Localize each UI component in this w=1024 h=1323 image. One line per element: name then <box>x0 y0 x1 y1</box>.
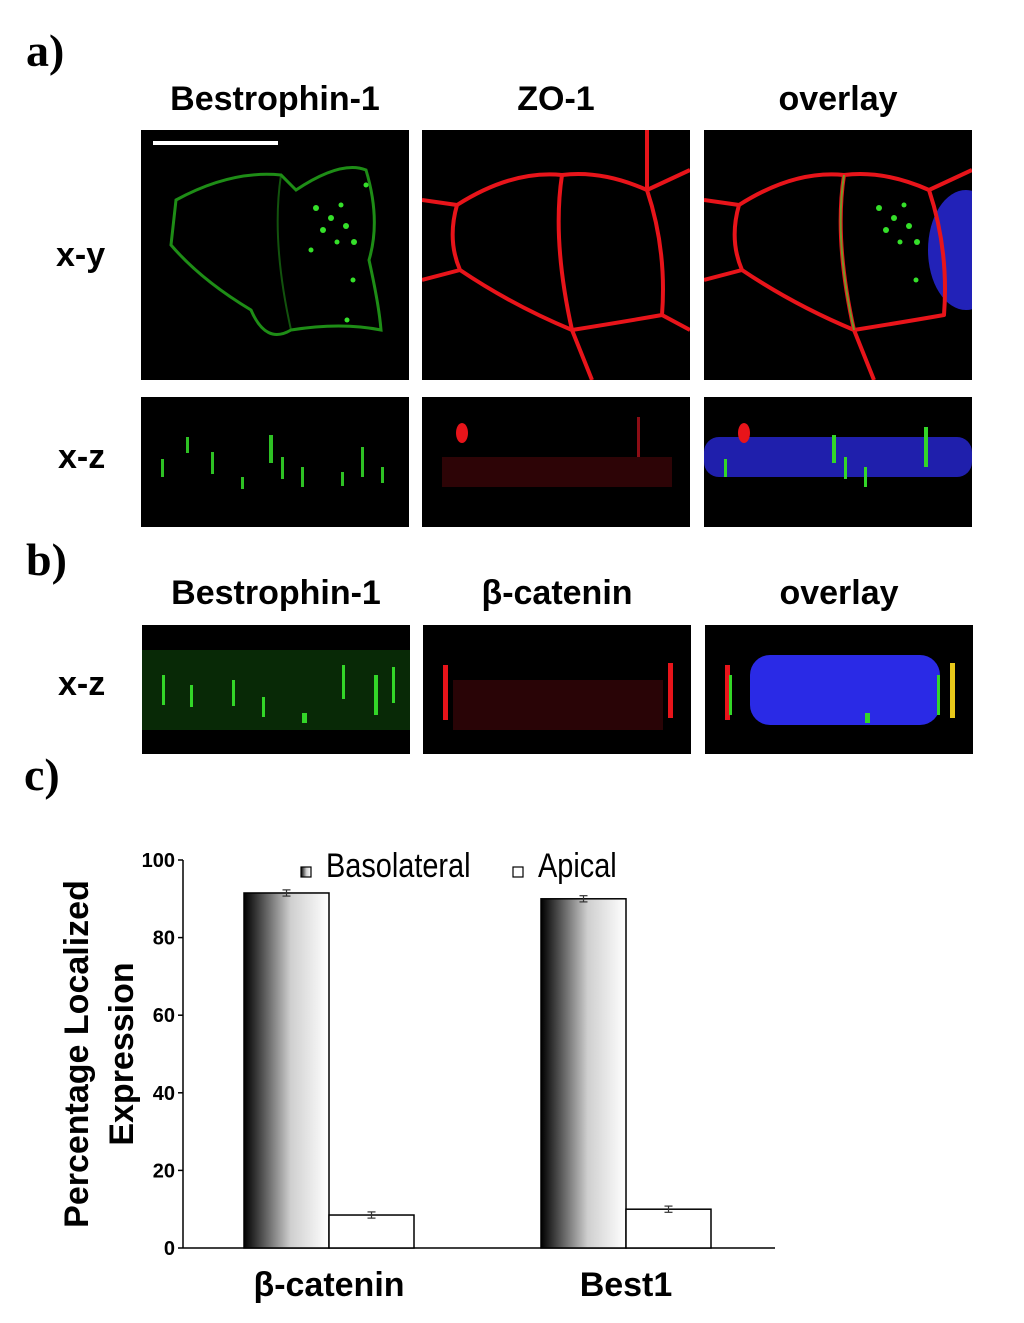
micrograph-a-xz-bestrophin <box>141 397 409 527</box>
micrograph-b-xz-bestrophin <box>142 625 410 754</box>
micrograph-b-xz-beta-catenin <box>423 625 691 754</box>
column-heading-zo1: ZO-1 <box>517 80 595 118</box>
micrograph-a-xz-overlay <box>704 397 972 527</box>
row-label-xy: x-y <box>56 236 106 274</box>
panel-a-label: a) <box>26 25 65 76</box>
x-category-label: Best1 <box>580 1266 673 1304</box>
panel-b-label: b) <box>26 534 67 585</box>
legend-label-apical: Apical <box>538 846 617 885</box>
scale-bar <box>153 141 278 145</box>
y-tick-label: 100 <box>142 850 175 872</box>
legend-swatch-basolateral <box>300 866 312 878</box>
micrograph-a-xz-zo1 <box>422 397 690 527</box>
column-heading-overlay: overlay <box>778 80 898 118</box>
micrograph-a-xy-zo1 <box>422 130 690 380</box>
y-tick-label: 60 <box>153 1005 175 1027</box>
y-tick-label: 20 <box>153 1160 175 1182</box>
bar-chart: 0 20 40 60 80 100 Percentage Localized Expressi… <box>58 846 775 1304</box>
micrograph-b-xz-overlay <box>705 625 973 754</box>
x-category-label: β-catenin <box>253 1266 404 1304</box>
y-tick-label: 80 <box>153 928 175 950</box>
row-label-xz-b: x-z <box>58 665 106 703</box>
bar-apical-1 <box>328 1214 415 1249</box>
bar-basolateral-2 <box>540 898 627 1249</box>
y-axis-label: Percentage Localized <box>58 880 96 1228</box>
panel-c-label: c) <box>24 749 60 800</box>
y-axis-label: Expression <box>103 962 141 1145</box>
column-heading-bestrophin: Bestrophin-1 <box>170 80 380 118</box>
legend-label-basolateral: Basolateral <box>326 846 471 885</box>
legend-swatch-apical <box>512 866 524 878</box>
y-tick-label: 0 <box>164 1238 175 1260</box>
micrograph-a-xy-bestrophin <box>141 130 409 380</box>
micrograph-a-xy-overlay <box>704 130 972 380</box>
bar-basolateral-1 <box>243 892 330 1249</box>
bar-apical-2 <box>625 1208 712 1249</box>
column-heading-beta-catenin: β-catenin <box>481 574 633 612</box>
column-heading-overlay-b: overlay <box>779 574 899 612</box>
y-tick-label: 40 <box>153 1083 175 1105</box>
row-label-xz: x-z <box>58 438 106 476</box>
column-heading-bestrophin-b: Bestrophin-1 <box>171 574 381 612</box>
